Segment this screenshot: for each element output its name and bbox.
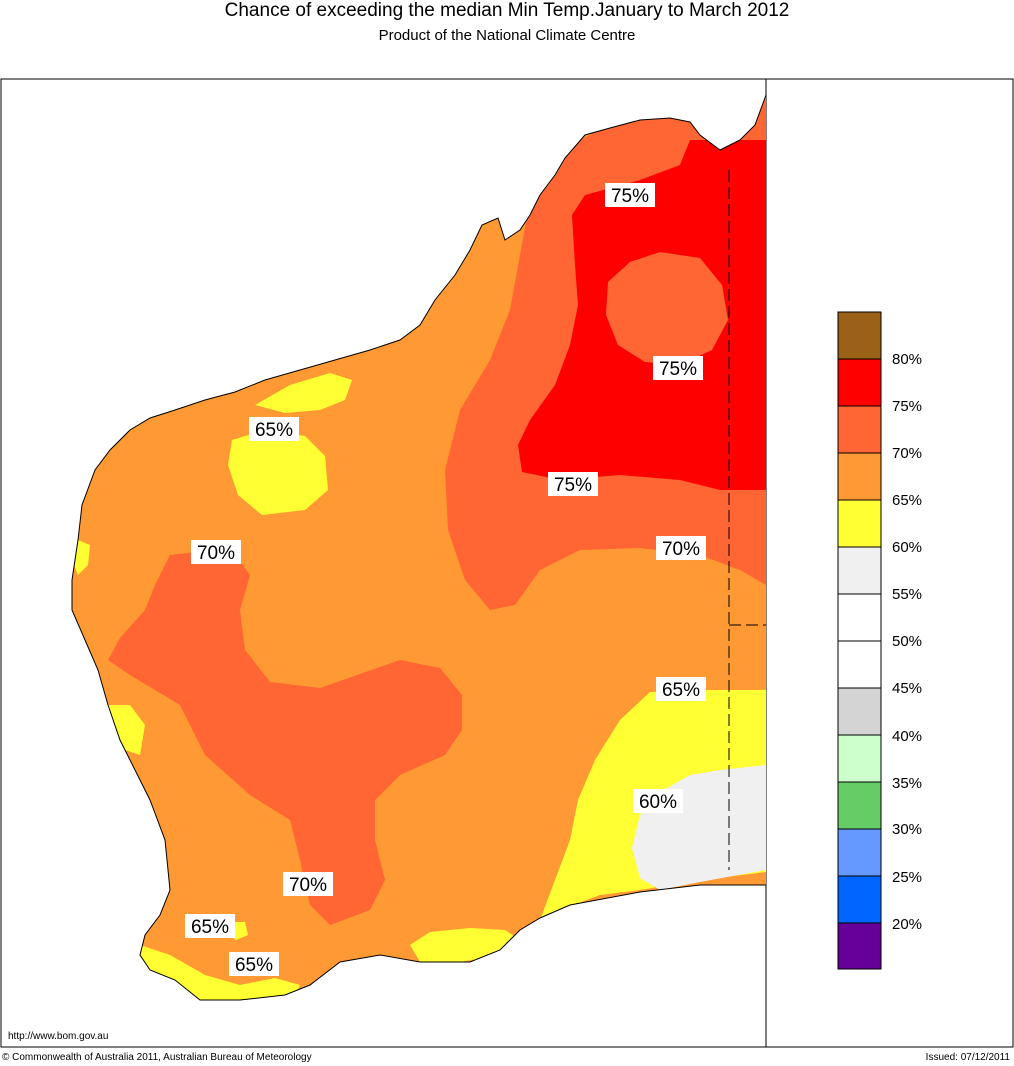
legend-separators (838, 358, 881, 924)
map-subtitle: Product of the National Climate Centre (378, 27, 636, 44)
region-70-75-inner (606, 252, 728, 365)
contour-label: 75% (605, 183, 655, 207)
legend-swatch (838, 406, 881, 453)
contour-label-text: 75% (659, 359, 697, 380)
legend-label: 35% (892, 775, 922, 792)
contour-label-text: 60% (639, 792, 677, 813)
legend-label: 55% (892, 586, 922, 603)
legend-swatch (838, 547, 881, 594)
legend-label: 40% (892, 728, 922, 745)
color-legend: 80% 75% 70% 65% 60% 55% 50% 45% 40% 35% … (837, 311, 922, 970)
region-60-65-coast (255, 373, 352, 413)
legend-swatch (838, 782, 881, 829)
contour-label-text: 65% (662, 680, 700, 701)
contour-label: 70% (656, 536, 706, 560)
contour-label: 65% (229, 952, 279, 976)
copyright-notice: © Commonwealth of Australia 2011, Austra… (2, 1052, 312, 1063)
legend-label: 80% (892, 351, 922, 368)
contour-label-text: 65% (191, 917, 229, 938)
contour-label: 70% (191, 540, 241, 564)
contour-label-text: 70% (662, 539, 700, 560)
legend-swatch (838, 312, 881, 359)
legend-swatch (838, 359, 881, 406)
legend-swatch (838, 876, 881, 923)
source-url: http://www.bom.gov.au (8, 1031, 109, 1042)
legend-swatch (838, 453, 881, 500)
legend-swatch (838, 829, 881, 876)
contour-label: 70% (283, 872, 333, 896)
legend-swatch (838, 594, 881, 641)
legend-label: 75% (892, 398, 922, 415)
contour-label-text: 70% (197, 543, 235, 564)
contour-label-text: 70% (289, 875, 327, 896)
legend-label: 50% (892, 633, 922, 650)
issued-date: Issued: 07/12/2011 (925, 1052, 1010, 1063)
legend-swatch (838, 688, 881, 735)
legend-label: 45% (892, 680, 922, 697)
contour-label: 75% (548, 472, 598, 496)
legend-swatch (838, 641, 881, 688)
contour-labels: 75% 75% 75% 70% 70% 70% 65% 65% 65% 65% … (185, 183, 706, 976)
coastline (71, 94, 767, 1001)
map-title: Chance of exceeding the median Min Temp.… (224, 0, 790, 21)
legend-label: 30% (892, 821, 922, 838)
map-frame (0, 78, 1014, 1048)
region-70-75-southwest (108, 548, 462, 925)
region-60-65-pilbara (228, 430, 328, 515)
legend-label: 65% (892, 492, 922, 509)
contour-label: 65% (656, 677, 706, 701)
legend-label: 25% (892, 869, 922, 886)
legend-swatch (838, 923, 881, 969)
legend-swatch (838, 500, 881, 547)
legend-label: 20% (892, 916, 922, 933)
legend-label: 60% (892, 539, 922, 556)
contour-label: 65% (249, 417, 299, 441)
contour-label-text: 65% (255, 420, 293, 441)
contour-label-text: 75% (554, 475, 592, 496)
contour-label: 60% (633, 789, 683, 813)
probability-regions (72, 95, 766, 1000)
contour-label-text: 75% (611, 186, 649, 207)
legend-label: 70% (892, 445, 922, 462)
legend-swatch (838, 735, 881, 782)
contour-label: 65% (185, 914, 235, 938)
contour-label: 75% (653, 356, 703, 380)
contour-label-text: 65% (235, 955, 273, 976)
